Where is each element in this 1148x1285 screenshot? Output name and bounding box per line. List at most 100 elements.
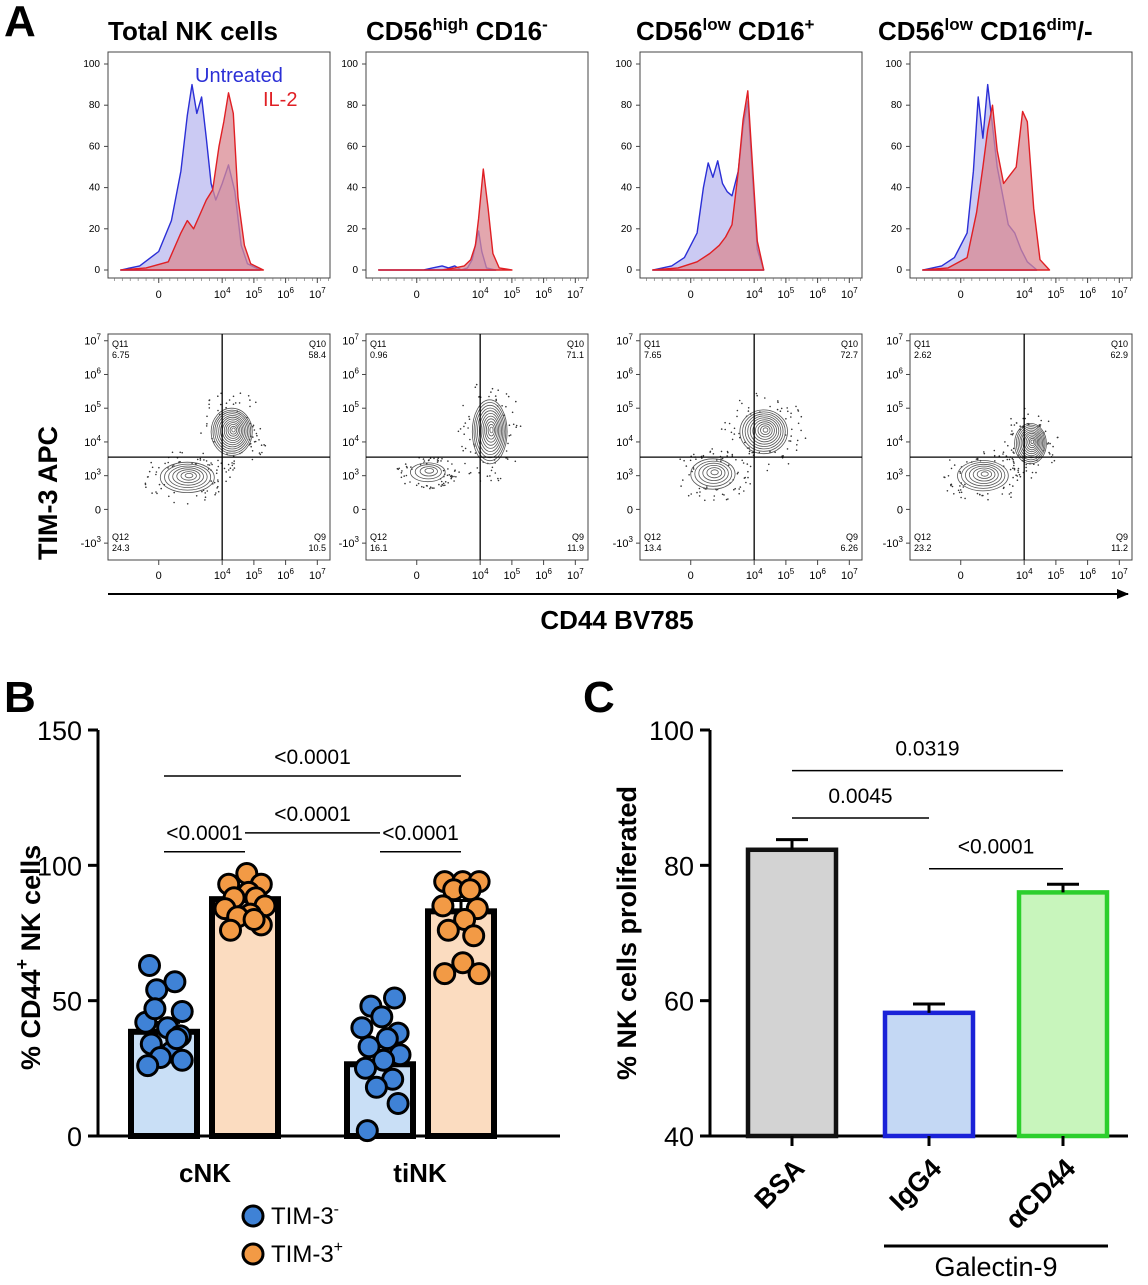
event-dot [1010, 424, 1013, 426]
quadrant-q9-value: 6.26 [840, 543, 858, 553]
event-dot [1008, 493, 1011, 495]
contour-y-tick-label: -103 [883, 535, 904, 550]
event-dot [713, 499, 715, 501]
event-dot [255, 432, 258, 435]
category-label-BSA: BSA [749, 1153, 811, 1215]
event-dot [699, 491, 701, 493]
event-dot [777, 400, 779, 402]
contour-x-tick-label: 106 [277, 567, 294, 582]
event-dot [214, 493, 216, 496]
event-dot [155, 491, 157, 493]
contour-ring [702, 464, 726, 481]
event-dot [396, 467, 399, 470]
event-dot [1012, 476, 1014, 479]
event-dot [743, 477, 746, 479]
event-dot [145, 486, 147, 489]
event-dot [505, 405, 507, 408]
event-dot [433, 457, 435, 460]
quadrant-q12-value: 16.1 [370, 543, 388, 553]
event-dot [223, 467, 226, 470]
contour-y-tick-label: 0 [95, 504, 101, 516]
event-dot [751, 451, 753, 454]
event-dot [734, 487, 736, 490]
contour-ring [225, 422, 241, 439]
event-dot [1012, 460, 1015, 463]
contour-ring [757, 423, 773, 438]
data-point [370, 1005, 394, 1029]
event-dot [1052, 445, 1054, 448]
event-dot [519, 425, 522, 428]
legend-il2: IL-2 [263, 89, 297, 111]
event-dot [698, 495, 701, 497]
quadrant-q11-label: Q11 [644, 339, 660, 349]
event-dot [731, 455, 734, 457]
event-dot [260, 444, 263, 447]
histogram-il2-area [922, 104, 1051, 271]
event-dot [210, 480, 212, 482]
event-dot [264, 444, 267, 447]
contour-ring [1028, 437, 1036, 447]
event-dot [709, 451, 711, 453]
event-dot [682, 479, 684, 481]
contour-x-tick-label: 104 [1016, 567, 1033, 582]
event-dot [509, 434, 512, 436]
event-dot [215, 472, 218, 475]
contour-x-tick-label: 104 [746, 567, 763, 582]
contour-ring [747, 415, 782, 447]
histogram-y-tick-label: 80 [891, 100, 903, 111]
category-label-IgG4: IgG4 [884, 1153, 948, 1217]
contour-x-tick-label: 107 [1111, 567, 1128, 582]
event-dot [695, 458, 697, 461]
event-dot [401, 470, 403, 472]
event-dot [680, 485, 682, 487]
histogram-panel-3: 0 20 40 60 80 100 0 104 105 106 107 [615, 51, 863, 301]
event-dot [721, 457, 724, 460]
event-dot [158, 466, 160, 469]
contour-ring [485, 421, 497, 440]
event-dot [736, 409, 739, 412]
event-dot [249, 442, 252, 445]
event-dot [1049, 453, 1051, 455]
event-dot [787, 410, 789, 413]
event-dot [738, 432, 740, 435]
event-dot [779, 410, 782, 413]
event-dot [721, 493, 724, 496]
group-bracket-label: Galectin-9 [934, 1252, 1057, 1280]
event-dot [468, 472, 471, 475]
category-label-tiNK: tiNK [393, 1158, 447, 1188]
event-dot [747, 470, 749, 473]
event-dot [953, 493, 955, 495]
event-dot [748, 452, 751, 455]
event-dot [490, 479, 492, 482]
contour-ring [1025, 434, 1039, 451]
event-dot [953, 464, 956, 466]
contour-ring [968, 465, 999, 484]
event-dot [957, 489, 960, 492]
histogram-y-tick-label: 100 [615, 59, 632, 70]
data-point [462, 924, 486, 948]
event-dot [1051, 454, 1054, 456]
panel-b-y-tick-label: 100 [37, 851, 82, 881]
event-dot [217, 479, 219, 481]
event-dot [233, 460, 235, 462]
quadrant-q12-value: 24.3 [112, 543, 130, 553]
event-dot [958, 491, 961, 494]
event-dot [983, 452, 986, 455]
event-dot [459, 428, 462, 430]
event-dot [199, 459, 202, 461]
event-dot [741, 459, 743, 462]
legend-marker [241, 1242, 265, 1266]
event-dot [679, 458, 681, 461]
event-dot [1002, 460, 1004, 462]
event-dot [1007, 444, 1009, 447]
event-dot [431, 487, 434, 489]
contour-y-tick-label: 106 [342, 366, 359, 381]
event-dot [727, 464, 730, 467]
event-dot [225, 406, 227, 409]
contour-y-tick-label: 104 [886, 434, 903, 449]
event-dot [1017, 467, 1020, 470]
event-dot [239, 392, 242, 395]
event-dot [213, 481, 216, 484]
event-dot [211, 463, 213, 466]
event-dot [1056, 436, 1059, 439]
